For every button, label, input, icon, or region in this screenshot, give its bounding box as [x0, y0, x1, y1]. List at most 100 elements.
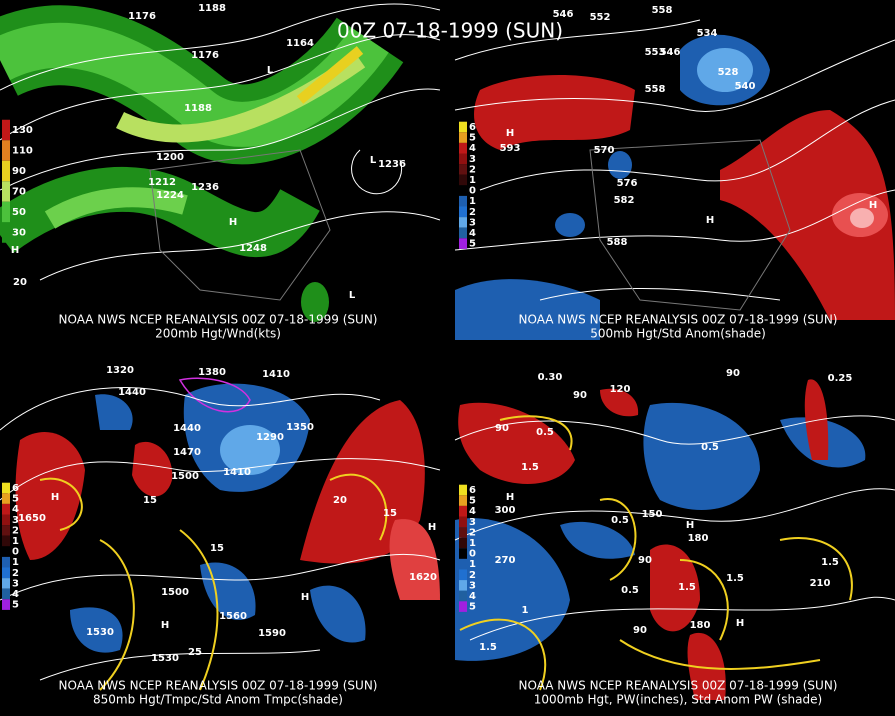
contour-label: H: [869, 200, 877, 211]
legend-swatch: [2, 140, 10, 161]
legend-swatch: [2, 599, 10, 610]
contour-label: 1470: [173, 447, 201, 458]
contour-label: 0.5: [536, 427, 554, 438]
legend-swatch: [459, 185, 467, 196]
legend-swatch: [459, 195, 467, 207]
legend-swatch: [459, 206, 467, 218]
legend-swatch: [459, 217, 467, 228]
contour-label: 534: [697, 28, 718, 39]
contour-label: 1290: [256, 432, 284, 443]
contour-label: 1530: [151, 653, 179, 664]
legend-swatch: [459, 516, 467, 528]
contour-label: 1164: [286, 38, 314, 49]
contour-label: L: [370, 155, 377, 166]
panel-1000mb: [454, 379, 895, 700]
panel-caption: 1000mb Hgt, PW(inches), Std Anom PW (sha…: [534, 693, 822, 707]
legend-label: 3: [469, 217, 476, 228]
legend-swatch: [2, 503, 10, 515]
legend-label: 1: [12, 536, 19, 547]
contour-label: 1176: [128, 11, 156, 22]
legend-swatch: [2, 201, 10, 223]
contour-label: 180: [690, 620, 711, 631]
legend-swatch: [2, 222, 10, 243]
contour-label: H: [428, 522, 436, 533]
legend-swatch: [2, 119, 10, 141]
legend-label: 1: [469, 538, 476, 549]
legend-label: 3: [469, 154, 476, 165]
contour-label: 1248: [239, 243, 267, 254]
contour-label: H: [706, 215, 714, 226]
legend-label: 3: [469, 580, 476, 591]
contour-label: L: [267, 65, 274, 76]
legend-swatch: [2, 160, 10, 182]
contour-label: 1440: [118, 387, 146, 398]
contour-label: 1.5: [726, 573, 744, 584]
legend-swatch: [459, 548, 467, 559]
legend-label: 4: [469, 228, 476, 239]
contour-label: 552: [590, 12, 611, 23]
legend-label: 5: [469, 239, 476, 250]
contour-label: 0.5: [621, 585, 639, 596]
contour-label: 120: [610, 384, 631, 395]
contour-label: 1650: [18, 513, 46, 524]
legend-label: 2: [469, 527, 476, 538]
legend-label: 4: [469, 506, 476, 517]
contour-label: H: [736, 618, 744, 629]
legend-swatch: [459, 164, 467, 175]
contour-label: 570: [594, 145, 615, 156]
legend-label: 6: [469, 485, 476, 496]
legend-label: 130: [12, 125, 33, 136]
contour-label: 1410: [223, 467, 251, 478]
contour-label: 210: [810, 578, 831, 589]
panel-850mb: [0, 377, 441, 691]
contour-label: 540: [735, 81, 756, 92]
panel-source: NOAA NWS NCEP REANALYSIS 00Z 07-18-1999 …: [59, 679, 378, 693]
contour-label: 1188: [198, 3, 226, 14]
contour-label: 1590: [258, 628, 286, 639]
contour-label: 15: [210, 543, 224, 554]
contour-label: 0.25: [828, 373, 853, 384]
legend-swatch: [2, 588, 10, 600]
contour-label: 90: [495, 423, 509, 434]
legend-swatch: [459, 174, 467, 186]
contour-label: 1.5: [479, 642, 497, 653]
legend-swatch: [459, 142, 467, 154]
contour-label: 1176: [191, 50, 219, 61]
contour-label: 90: [633, 625, 647, 636]
contour-label: 582: [614, 195, 635, 206]
legend-swatch: [459, 132, 467, 143]
legend-swatch: [459, 537, 467, 549]
contour-label: 20: [13, 277, 27, 288]
panel-200mb: [0, 3, 441, 322]
contour-label: 1188: [184, 103, 212, 114]
contour-label: 270: [495, 555, 516, 566]
legend-label: 4: [12, 589, 19, 600]
contour-label: 588: [607, 237, 628, 248]
contour-label: 1530: [86, 627, 114, 638]
legend-label: 1: [12, 557, 19, 568]
legend-swatch: [2, 525, 10, 536]
contour-label: 25: [188, 647, 202, 658]
panel-500mb: [454, 19, 895, 340]
contour-label: 546: [553, 9, 574, 20]
legend-swatch: [459, 505, 467, 517]
contour-label: 20: [333, 495, 347, 506]
contour-label: 1320: [106, 365, 134, 376]
legend-label: 3: [12, 578, 19, 589]
panel-source: NOAA NWS NCEP REANALYSIS 00Z 07-18-1999 …: [519, 679, 838, 693]
legend-swatch: [459, 580, 467, 591]
legend-swatch: [2, 493, 10, 504]
legend-label: 4: [469, 591, 476, 602]
contour-label: 593: [500, 143, 521, 154]
legend-label: 4: [12, 504, 19, 515]
legend-label: 1: [469, 559, 476, 570]
contour-label: 558: [652, 5, 673, 16]
contour-label: H: [686, 520, 694, 531]
contour-label: H: [11, 245, 19, 256]
legend-swatch: [459, 121, 467, 133]
contour-label: H: [229, 217, 237, 228]
contour-label: H: [506, 492, 514, 503]
contour-label: 1236: [378, 159, 406, 170]
legend-swatch: [459, 238, 467, 249]
contour-label: 0.5: [701, 442, 719, 453]
